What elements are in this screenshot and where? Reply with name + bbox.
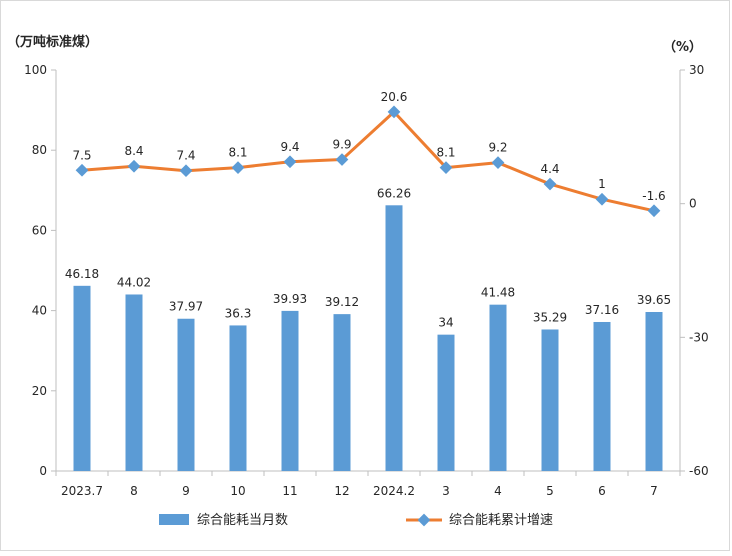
legend-line-marker	[417, 513, 431, 527]
line-data-label: 8.4	[124, 144, 143, 158]
line-path	[81, 110, 655, 213]
x-tick-label: 3	[442, 484, 450, 498]
line-data-label: -1.6	[642, 189, 665, 203]
bar	[645, 312, 663, 471]
right-axis-unit: （%）	[663, 39, 702, 55]
bar	[489, 304, 507, 471]
x-tick-label: 6	[598, 484, 606, 498]
bar-data-label: 44.02	[117, 275, 151, 289]
right-tick-label: -30	[689, 330, 709, 344]
bar	[385, 205, 403, 471]
x-tick-label: 4	[494, 484, 502, 498]
line-data-label: 7.4	[176, 149, 195, 163]
bar	[333, 314, 351, 471]
bar-data-label: 46.18	[65, 267, 99, 281]
bar-data-label: 36.3	[225, 306, 252, 320]
bar	[73, 285, 91, 471]
x-tick-label: 11	[282, 484, 297, 498]
axes: 0 20 40 60 80 100 -60 -30 0 30 2023.7 8 9 10 11 12 2024.…	[24, 63, 709, 498]
bar-data-label: 39.65	[637, 293, 671, 307]
bar	[125, 294, 143, 471]
line-marker	[179, 164, 193, 178]
data-labels: 46.18 44.02 37.97 36.3 39.93 39.12 66.26 34 41.4…	[65, 90, 671, 330]
left-tick-label: 60	[32, 223, 47, 237]
bar-data-label: 39.93	[273, 292, 307, 306]
line-data-label: 9.9	[332, 138, 351, 152]
legend-bar-swatch	[159, 514, 189, 525]
x-tick-label: 9	[182, 484, 190, 498]
bar	[281, 310, 299, 471]
line-marker	[75, 163, 89, 177]
line-data-label: 9.2	[488, 141, 507, 155]
x-tick-label: 2023.7	[61, 484, 103, 498]
x-tick-label: 2024.2	[373, 484, 415, 498]
bar-data-label: 39.12	[325, 295, 359, 309]
legend-bar-label: 综合能耗当月数	[197, 513, 288, 528]
bar-data-label: 41.48	[481, 286, 515, 300]
line-data-label: 4.4	[540, 162, 559, 176]
line-data-label: 8.1	[436, 146, 455, 160]
line-marker	[231, 161, 245, 174]
left-tick-label: 20	[32, 384, 47, 398]
left-tick-label: 0	[39, 464, 47, 478]
line-data-label: 8.1	[228, 146, 247, 160]
line-data-label: 9.4	[280, 140, 299, 154]
x-tick-label: 8	[130, 484, 138, 498]
bar-data-label: 66.26	[377, 186, 411, 200]
line-marker	[595, 192, 609, 206]
x-tick-label: 10	[230, 484, 245, 498]
bar-data-label: 34	[438, 316, 453, 330]
bar-data-label: 35.29	[533, 310, 567, 324]
left-axis-unit: （万吨标准煤）	[7, 34, 98, 50]
right-tick-label: 0	[689, 197, 697, 211]
bar-data-label: 37.16	[585, 303, 619, 317]
line-marker	[491, 156, 505, 170]
bar	[437, 334, 455, 471]
x-tick-label: 5	[546, 484, 554, 498]
line-data-label: 7.5	[72, 148, 91, 162]
line-marker	[543, 177, 557, 191]
line-marker	[127, 159, 141, 173]
line-marker	[439, 161, 453, 174]
right-tick-label: -60	[689, 464, 709, 478]
line-series	[75, 105, 661, 218]
line-marker	[647, 204, 661, 218]
bar	[541, 329, 559, 471]
line-data-label: 1	[598, 177, 606, 191]
left-tick-label: 100	[24, 63, 47, 77]
left-tick-label: 40	[32, 304, 47, 318]
line-marker	[387, 105, 401, 119]
bar	[593, 321, 611, 471]
bar	[177, 318, 195, 471]
bar-series	[73, 205, 663, 471]
legend: 综合能耗当月数 综合能耗累计增速	[159, 513, 553, 528]
left-tick-label: 80	[32, 143, 47, 157]
bar	[229, 325, 247, 471]
x-tick-label: 7	[650, 484, 658, 498]
line-marker	[283, 155, 297, 169]
bar-data-label: 37.97	[169, 300, 203, 314]
line-data-label: 20.6	[381, 90, 408, 104]
legend-line-label: 综合能耗累计增速	[449, 513, 553, 528]
x-tick-label: 12	[334, 484, 349, 498]
line-marker	[335, 153, 349, 166]
right-tick-label: 30	[689, 63, 704, 77]
